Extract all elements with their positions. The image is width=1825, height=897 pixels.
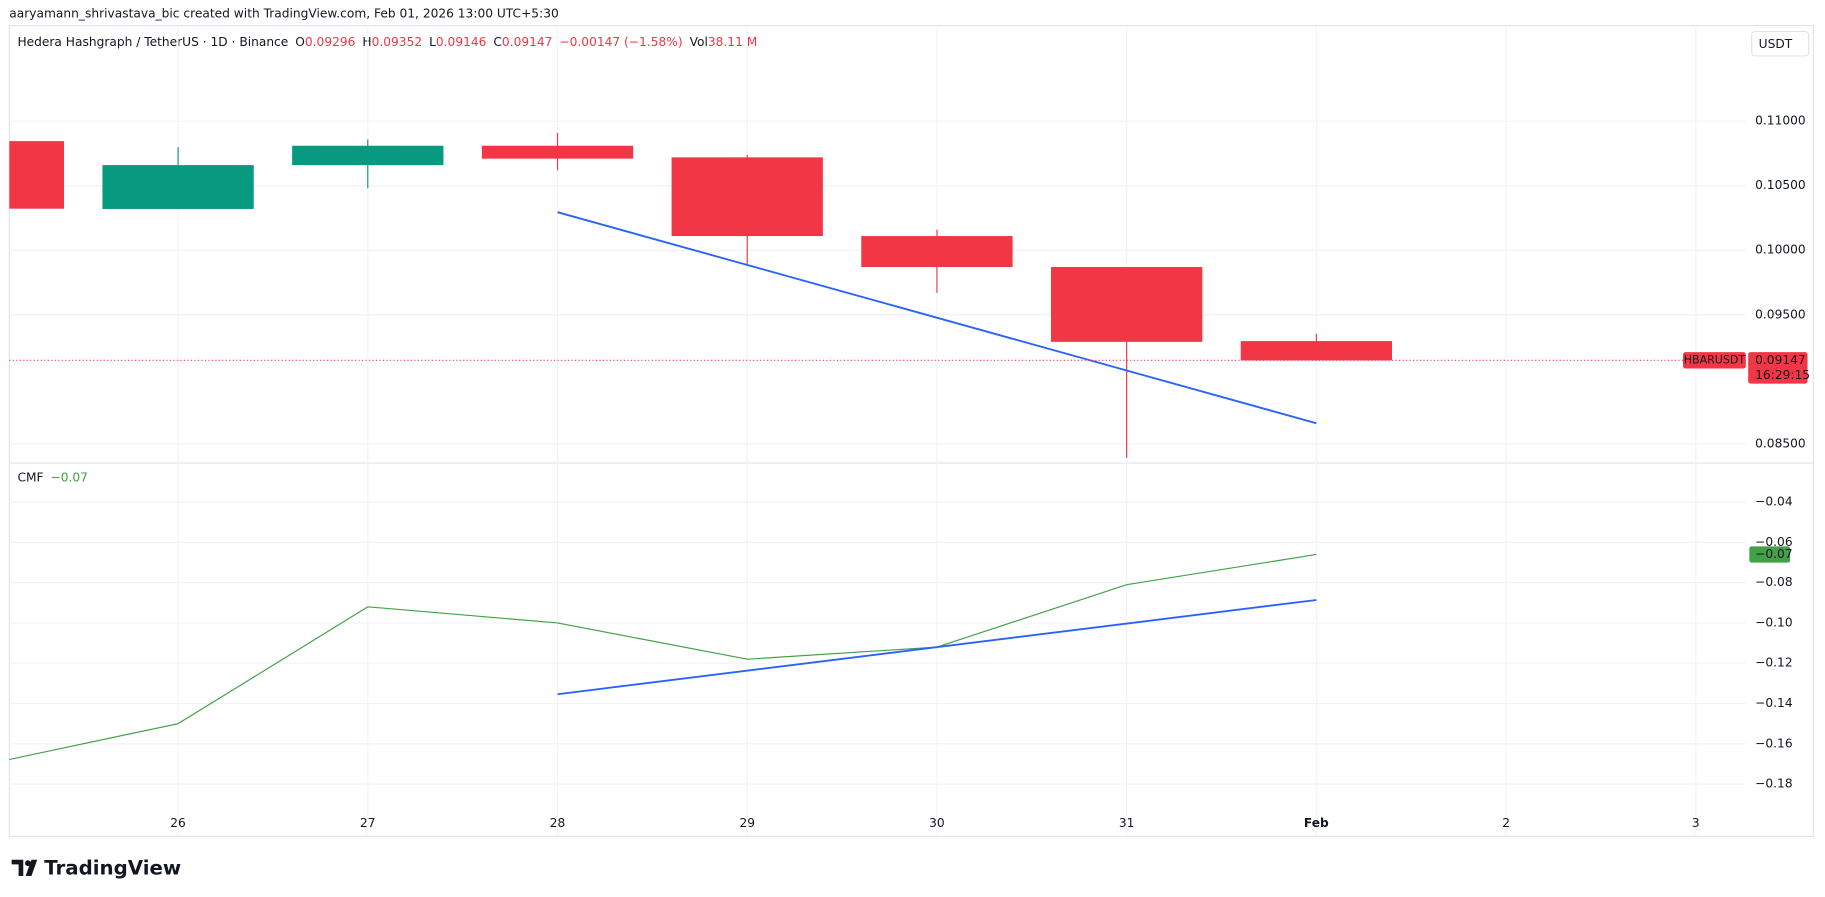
attribution: aaryamann_shrivastava_bic created with T… (9, 6, 558, 20)
brand-logo-dot (25, 860, 31, 867)
y-tick-label: 0.11000 (1755, 114, 1806, 128)
legend: Hedera Hashgraph / TetherUS · 1D · Binan… (17, 34, 757, 48)
cmf-label: CMF −0.07 (17, 470, 88, 484)
currency-button[interactable] (1751, 30, 1810, 57)
cmf-value: −0.07 (51, 470, 88, 484)
symbol: Hedera Hashgraph / TetherUS · 1D · Binan… (17, 34, 288, 48)
candle-body (481, 145, 634, 159)
trendline (557, 211, 1317, 425)
y-tick-label: −0.12 (1755, 656, 1792, 670)
candle-body (1240, 341, 1393, 361)
y-tick-label: −0.10 (1755, 615, 1792, 629)
x-tick-label: 26 (170, 816, 186, 830)
o-value: 0.09296 (305, 34, 356, 48)
y-tick-label: −0.06 (1755, 535, 1792, 549)
cmf-badge-label: −0.07 (1755, 547, 1792, 561)
y-tick-label: −0.08 (1755, 575, 1792, 589)
candle-body (1051, 267, 1203, 342)
frame (8, 25, 1814, 838)
x-tick-label: Feb (1304, 816, 1329, 830)
y-tick-label: 0.10500 (1755, 178, 1806, 192)
x-tick-label: 30 (929, 816, 945, 830)
cmf-title: CMF (17, 470, 43, 484)
price-label: 0.09147 (1755, 353, 1806, 367)
ticker-label: HBARUSDT (1684, 353, 1746, 366)
vol-label: Vol (690, 34, 708, 48)
x-tick-label: 28 (550, 816, 566, 830)
c-value: 0.09147 (502, 34, 553, 48)
trendline (557, 599, 1317, 696)
cmf-badge (1749, 546, 1791, 563)
y-tick-label: −0.14 (1755, 696, 1793, 710)
ticker-badge (1683, 352, 1746, 369)
y-tick-label: 0.09500 (1755, 307, 1806, 321)
candle-body (861, 236, 1013, 268)
candle-body (102, 165, 254, 209)
l-label: L (429, 34, 436, 48)
brand-logo (11, 859, 38, 877)
vol-value: 38.11 M (708, 34, 757, 48)
candle-body (9, 141, 65, 209)
x-tick-label: 3 (1692, 816, 1700, 830)
l-value: 0.09146 (436, 34, 487, 48)
brand-name: TradingView (44, 857, 181, 880)
cmf-line (9, 553, 1317, 761)
price-badge (1748, 352, 1808, 384)
brand: TradingView (11, 857, 181, 880)
countdown-label: 16:29:15 (1755, 368, 1810, 382)
y-tick-label: −0.04 (1755, 495, 1793, 509)
candle-body (671, 157, 823, 237)
pane (9, 553, 1317, 761)
h-value: 0.09352 (372, 34, 423, 48)
h-label: H (362, 34, 371, 48)
candle-body (292, 145, 444, 166)
pane (9, 132, 1393, 458)
y-tick-label: −0.18 (1755, 777, 1792, 791)
currency-label[interactable]: USDT (1759, 37, 1793, 51)
change: −0.00147 (−1.58%) (559, 34, 682, 48)
x-tick-label: 29 (739, 816, 755, 830)
x-tick-label: 31 (1119, 816, 1135, 830)
y-tick-label: 0.08500 (1755, 436, 1806, 450)
y-tick-label: −0.16 (1755, 736, 1792, 750)
x-tick-label: 27 (360, 816, 376, 830)
y-tick-label: 0.10000 (1755, 243, 1806, 257)
o-label: O (295, 34, 305, 48)
x-tick-label: 2 (1502, 816, 1510, 830)
c-label: C (493, 34, 502, 48)
